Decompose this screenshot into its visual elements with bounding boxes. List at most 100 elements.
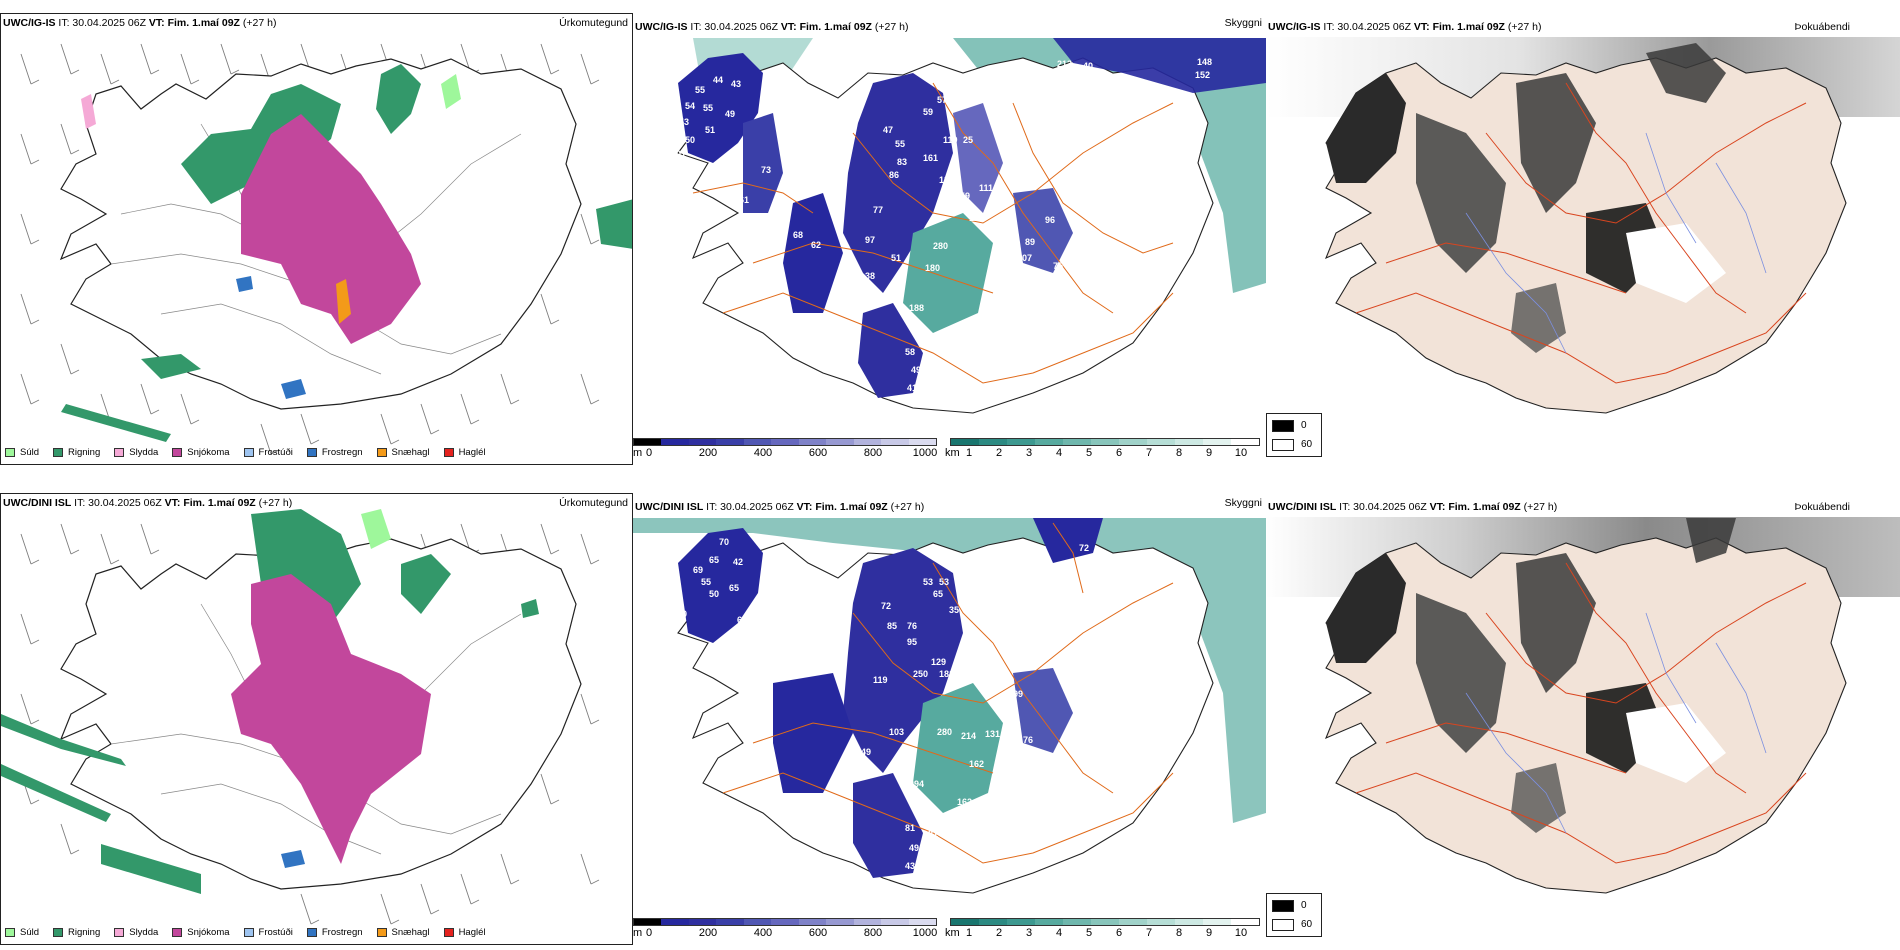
value-label: 152 [1195, 70, 1210, 80]
value-label: 181 [939, 669, 954, 679]
colorbar-swatch [634, 919, 662, 925]
low-visibility-area [743, 113, 783, 213]
legend-swatch [243, 927, 254, 937]
panel-name: Þokuábendi [1794, 501, 1850, 513]
colorbar-tick: 2 [995, 927, 1003, 939]
colorbar-unit: km [945, 927, 960, 939]
panel-name: Skyggni [1224, 17, 1262, 29]
colorbar-tick: 600 [808, 927, 828, 939]
value-label: 40 [1083, 61, 1093, 71]
value-label: 162 [957, 797, 972, 807]
value-label: 97 [865, 235, 875, 245]
panel-title: UWC/DINI ISL IT: 30.04.2025 06Z VT: Fim.… [1268, 501, 1558, 513]
value-label: 35 [949, 605, 959, 615]
sea-visibility-field [633, 518, 1266, 823]
colorbar-swatch [1007, 439, 1035, 445]
value-label: 94 [1117, 737, 1127, 747]
colorbar-swatch [688, 439, 717, 445]
legend-item: Rigning [53, 927, 100, 938]
visibility-m-colorbar: m 0 200 400 600 800 1000 [633, 918, 943, 945]
colorbar-tick: 8 [1175, 447, 1183, 459]
colorbar-tick: 1 [965, 927, 973, 939]
colorbar-swatch [881, 439, 909, 445]
fog-legend-swatch [1272, 900, 1294, 912]
value-label: 41 [907, 383, 917, 393]
legend-item: Frostúði [243, 447, 293, 458]
fog-index-map [1266, 517, 1900, 894]
value-label: 49 [911, 365, 921, 375]
colorbar-swatch [853, 439, 882, 445]
value-label: 214 [961, 731, 976, 741]
value-label: 53 [923, 577, 933, 587]
value-label: 95 [907, 637, 917, 647]
colorbar-swatch [743, 439, 772, 445]
value-label: 38 [865, 271, 875, 281]
colorbar-tick: 1000 [912, 927, 938, 939]
value-label: 250 [913, 669, 928, 679]
colorbar-swatch [1119, 439, 1147, 445]
colorbar-swatch [1175, 919, 1203, 925]
value-label: 83 [897, 157, 907, 167]
legend-item: Súld [5, 927, 39, 938]
low-visibility-area [843, 548, 963, 773]
colorbar-swatch [743, 919, 772, 925]
value-label: 111 [969, 315, 983, 325]
colorbar-swatch [881, 919, 909, 925]
legend-swatch [114, 927, 125, 937]
fog-dark-area [1416, 113, 1506, 273]
value-label: 49 [861, 747, 871, 757]
colorbar-tick: 1 [965, 447, 973, 459]
road-network [722, 522, 1174, 864]
low-visibility-area [678, 53, 763, 163]
value-label: 54 [851, 289, 861, 299]
road-network [1355, 562, 1807, 864]
value-label: 55 [701, 577, 711, 587]
visibility-km-colorbar: km 1 2 3 4 5 6 7 8 9 10 [945, 918, 1263, 945]
value-label: 65 [729, 583, 739, 593]
legend-swatch [443, 927, 454, 937]
legend-swatch [114, 447, 125, 457]
panel-name: Þokuábendi [1794, 21, 1850, 33]
low-visibility-area [843, 73, 953, 293]
low-visibility-area [858, 303, 923, 398]
fog-dark-area [1511, 763, 1566, 833]
value-label: 35 [929, 381, 939, 391]
fog-dark-area [1511, 283, 1566, 353]
value-label: 65 [709, 555, 719, 565]
colorbar-swatch [1035, 919, 1063, 925]
fog-light-area [1626, 223, 1726, 303]
value-label: 59 [923, 107, 933, 117]
value-label: 49 [725, 109, 735, 119]
fog-legend: 0 60 [1266, 413, 1322, 457]
legend-swatch [306, 447, 317, 457]
value-label: 25 [963, 135, 973, 145]
road-network [692, 82, 1174, 384]
value-label: 161 [923, 153, 938, 163]
precip-type-panel-row1: UWC/IG-IS IT: 30.04.2025 06Z VT: Fim. 1.… [0, 13, 633, 465]
colorbar-swatch [1007, 919, 1035, 925]
legend-swatch [53, 927, 64, 937]
value-label: 50 [709, 589, 719, 599]
colorbar-tick: 200 [698, 447, 718, 459]
legend-swatch [5, 447, 15, 457]
fog-legend-label: 0 [1301, 420, 1307, 431]
value-label: 119 [873, 675, 888, 685]
value-label: 213 [1057, 59, 1072, 69]
colorbar-tick: 1000 [912, 447, 938, 459]
panel-name: Skyggni [1224, 497, 1262, 509]
fog-light-area [1626, 703, 1726, 783]
legend-item: Frostúði [243, 927, 293, 938]
value-label: 83 [1113, 261, 1123, 271]
low-visibility-area [678, 528, 763, 643]
panel-name: Úrkomutegund [559, 497, 628, 509]
value-label: 131 [985, 729, 1000, 739]
value-label: 58 [687, 161, 697, 171]
value-label: 65 [933, 589, 943, 599]
colorbar-swatch [1119, 919, 1147, 925]
value-label: 89 [1025, 237, 1035, 247]
value-label: 42 [733, 557, 743, 567]
legend-swatch [376, 447, 387, 457]
legend-item: Slydda [114, 447, 158, 458]
visibility-panel-row1: UWC/IG-IS IT: 30.04.2025 06Z VT: Fim. 1.… [633, 13, 1266, 465]
colorbar-swatch [1147, 439, 1175, 445]
